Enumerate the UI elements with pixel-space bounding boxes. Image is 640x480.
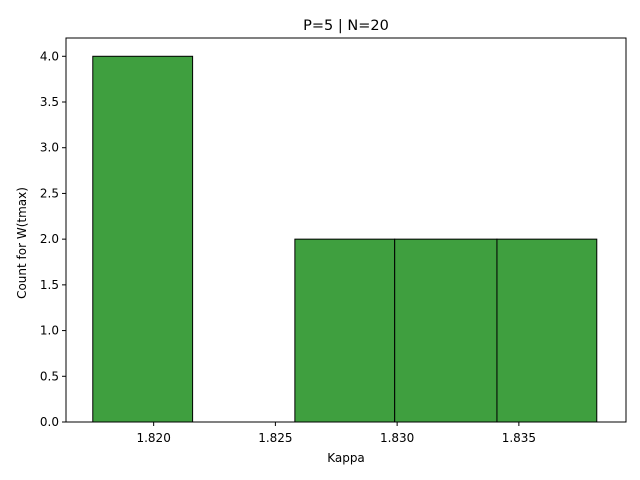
y-axis-label: Count for W(tmax) <box>15 187 29 299</box>
x-tick-label-3: 1.835 <box>502 431 536 445</box>
y-tick-label-6: 3.0 <box>40 141 59 155</box>
y-tick-label-7: 3.5 <box>40 95 59 109</box>
plot-area-frame <box>65 37 627 423</box>
y-tick-label-4: 2.0 <box>40 232 59 246</box>
x-axis-label: Kappa <box>327 451 365 465</box>
histogram-bar-2 <box>294 238 396 423</box>
x-tick-label-0: 1.820 <box>136 431 170 445</box>
y-tick-label-3: 1.5 <box>40 278 59 292</box>
y-tick-label-5: 2.5 <box>40 186 59 200</box>
y-tick-label-1: 0.5 <box>40 369 59 383</box>
y-axis-ticks: 0.0 0.5 1.0 1.5 2.0 2.5 3.0 3.5 4.0 <box>40 49 66 429</box>
histogram-bar-0 <box>92 55 194 423</box>
chart-title: P=5 | N=20 <box>303 18 389 34</box>
y-tick-label-2: 1.0 <box>40 324 59 338</box>
y-tick-label-8: 4.0 <box>40 49 59 63</box>
bars-group <box>92 55 598 423</box>
x-tick-label-2: 1.830 <box>380 431 414 445</box>
histogram-bar-4 <box>496 238 598 423</box>
histogram-bar-3 <box>394 238 498 423</box>
x-tick-label-1: 1.825 <box>258 431 292 445</box>
x-axis-ticks: 1.820 1.825 1.830 1.835 <box>136 422 536 445</box>
y-tick-label-0: 0.0 <box>40 415 59 429</box>
